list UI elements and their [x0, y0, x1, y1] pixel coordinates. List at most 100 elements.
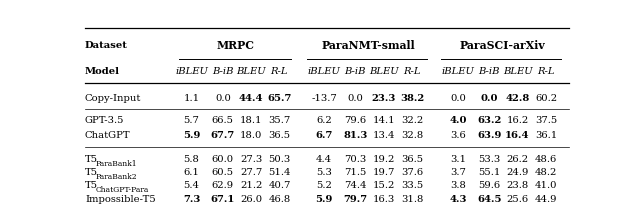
Text: 71.5: 71.5: [344, 167, 367, 176]
Text: 79.7: 79.7: [343, 194, 367, 203]
Text: iBLEU: iBLEU: [442, 67, 474, 76]
Text: R-L: R-L: [538, 67, 555, 76]
Text: 14.1: 14.1: [372, 116, 396, 125]
Text: B-iB: B-iB: [479, 67, 500, 76]
Text: 16.2: 16.2: [506, 116, 529, 125]
Text: 3.7: 3.7: [450, 167, 466, 176]
Text: 67.7: 67.7: [211, 131, 235, 140]
Text: 36.5: 36.5: [268, 131, 291, 140]
Text: 31.8: 31.8: [401, 194, 424, 203]
Text: iBLEU: iBLEU: [175, 67, 208, 76]
Text: ParaBank2: ParaBank2: [96, 172, 138, 180]
Text: 50.3: 50.3: [268, 154, 291, 163]
Text: 19.7: 19.7: [373, 167, 396, 176]
Text: 36.5: 36.5: [401, 154, 424, 163]
Text: 55.1: 55.1: [478, 167, 500, 176]
Text: 67.1: 67.1: [211, 194, 235, 203]
Text: BLEU: BLEU: [236, 67, 266, 76]
Text: 5.3: 5.3: [316, 167, 332, 176]
Text: GPT-3.5: GPT-3.5: [85, 116, 124, 125]
Text: 15.2: 15.2: [373, 181, 396, 190]
Text: 59.6: 59.6: [478, 181, 500, 190]
Text: -13.7: -13.7: [311, 93, 337, 102]
Text: 24.9: 24.9: [506, 167, 529, 176]
Text: 60.0: 60.0: [212, 154, 234, 163]
Text: 81.3: 81.3: [343, 131, 367, 140]
Text: 60.2: 60.2: [535, 93, 557, 102]
Text: 6.1: 6.1: [184, 167, 200, 176]
Text: 16.3: 16.3: [373, 194, 395, 203]
Text: 63.2: 63.2: [477, 116, 501, 125]
Text: 65.7: 65.7: [268, 93, 292, 102]
Text: ParaSCI-arXiv: ParaSCI-arXiv: [460, 40, 545, 51]
Text: 23.3: 23.3: [372, 93, 396, 102]
Text: 5.4: 5.4: [184, 181, 200, 190]
Text: 64.5: 64.5: [477, 194, 502, 203]
Text: R-L: R-L: [404, 67, 421, 76]
Text: 36.1: 36.1: [535, 131, 557, 140]
Text: 41.0: 41.0: [535, 181, 557, 190]
Text: Model: Model: [85, 67, 120, 76]
Text: 26.0: 26.0: [240, 194, 262, 203]
Text: 25.6: 25.6: [506, 194, 529, 203]
Text: 0.0: 0.0: [450, 93, 466, 102]
Text: 35.7: 35.7: [268, 116, 291, 125]
Text: 3.6: 3.6: [450, 131, 466, 140]
Text: B-iB: B-iB: [212, 67, 234, 76]
Text: 63.9: 63.9: [477, 131, 501, 140]
Text: 5.2: 5.2: [316, 181, 332, 190]
Text: 60.5: 60.5: [212, 167, 234, 176]
Text: 13.4: 13.4: [372, 131, 396, 140]
Text: 46.8: 46.8: [268, 194, 291, 203]
Text: 18.1: 18.1: [240, 116, 262, 125]
Text: 27.7: 27.7: [240, 167, 262, 176]
Text: 27.3: 27.3: [240, 154, 262, 163]
Text: Impossible-T5: Impossible-T5: [85, 194, 156, 203]
Text: 32.2: 32.2: [401, 116, 424, 125]
Text: 37.6: 37.6: [401, 167, 424, 176]
Text: 40.7: 40.7: [268, 181, 291, 190]
Text: 53.3: 53.3: [478, 154, 500, 163]
Text: 4.3: 4.3: [449, 194, 467, 203]
Text: 44.4: 44.4: [239, 93, 264, 102]
Text: 79.6: 79.6: [344, 116, 366, 125]
Text: 38.2: 38.2: [400, 93, 424, 102]
Text: Dataset: Dataset: [85, 41, 128, 50]
Text: 16.4: 16.4: [505, 131, 530, 140]
Text: 48.2: 48.2: [535, 167, 557, 176]
Text: MRPC: MRPC: [216, 40, 254, 51]
Text: 33.5: 33.5: [401, 181, 424, 190]
Text: 4.0: 4.0: [449, 116, 467, 125]
Text: 0.0: 0.0: [348, 93, 364, 102]
Text: 5.8: 5.8: [184, 154, 200, 163]
Text: 5.9: 5.9: [183, 131, 200, 140]
Text: 23.8: 23.8: [506, 181, 529, 190]
Text: 5.9: 5.9: [316, 194, 333, 203]
Text: ParaNMT-small: ParaNMT-small: [321, 40, 415, 51]
Text: 3.8: 3.8: [450, 181, 466, 190]
Text: BLEU: BLEU: [502, 67, 532, 76]
Text: 7.3: 7.3: [183, 194, 200, 203]
Text: 0.0: 0.0: [481, 93, 498, 102]
Text: iBLEU: iBLEU: [308, 67, 340, 76]
Text: ParaBank1: ParaBank1: [96, 159, 138, 167]
Text: 26.2: 26.2: [506, 154, 529, 163]
Text: 21.2: 21.2: [240, 181, 262, 190]
Text: 74.4: 74.4: [344, 181, 367, 190]
Text: 32.8: 32.8: [401, 131, 424, 140]
Text: ChatGPT: ChatGPT: [85, 131, 131, 140]
Text: 19.2: 19.2: [373, 154, 396, 163]
Text: 6.7: 6.7: [316, 131, 333, 140]
Text: 42.8: 42.8: [506, 93, 529, 102]
Text: R-L: R-L: [271, 67, 288, 76]
Text: 18.0: 18.0: [240, 131, 262, 140]
Text: 0.0: 0.0: [215, 93, 231, 102]
Text: 51.4: 51.4: [268, 167, 291, 176]
Text: 37.5: 37.5: [535, 116, 557, 125]
Text: ChatGPT-Para: ChatGPT-Para: [96, 185, 149, 193]
Text: 48.6: 48.6: [535, 154, 557, 163]
Text: 5.7: 5.7: [184, 116, 200, 125]
Text: BLEU: BLEU: [369, 67, 399, 76]
Text: 70.3: 70.3: [344, 154, 367, 163]
Text: 6.2: 6.2: [316, 116, 332, 125]
